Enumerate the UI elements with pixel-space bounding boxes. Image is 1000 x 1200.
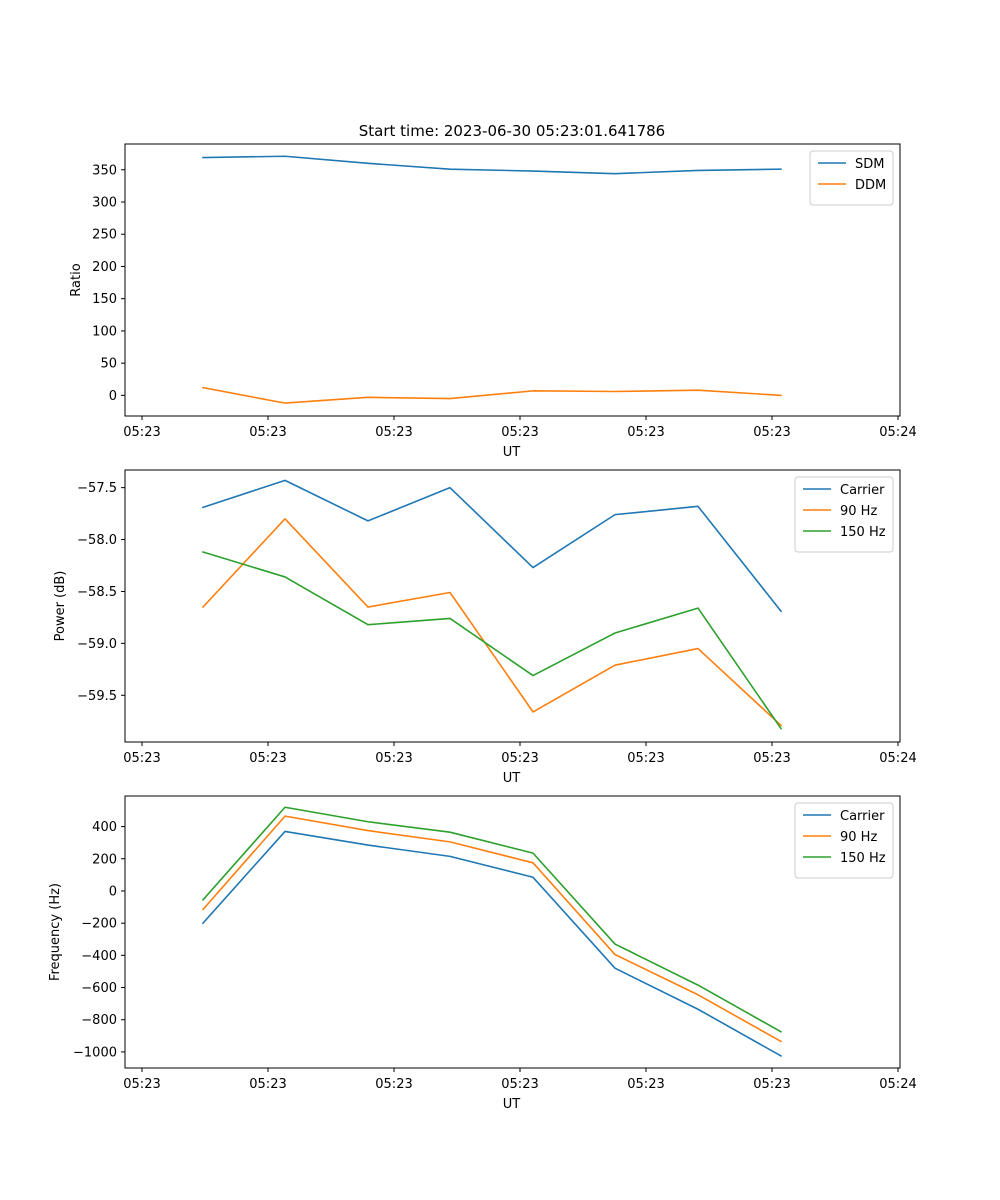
power-legend-box xyxy=(794,476,894,553)
ratio-y-tick-label: 250 xyxy=(92,228,117,243)
frequency-plot-panel: 05:23 05:23 05:23 05:23 05:23 05:23 05:24 −1000… xyxy=(48,795,917,1112)
power-series-line-150-hz xyxy=(202,551,783,730)
power-axes-frame xyxy=(124,469,901,743)
power-legend-label: 90 Hz xyxy=(840,504,877,519)
power-x-tick-label: 05:24 xyxy=(879,751,916,766)
power-series-line-90-hz xyxy=(201,517,783,727)
frequency-x-tick-label: 05:24 xyxy=(879,1077,916,1092)
frequency-legend-box xyxy=(794,802,894,879)
power-y-tick-label: −58.5 xyxy=(77,585,117,600)
frequency-legend-label: 90 Hz xyxy=(840,830,877,845)
frequency-series-line-150-hz xyxy=(201,806,783,1033)
ratio-y-tick-label: 150 xyxy=(92,292,117,307)
power-x-tick-label: 05:23 xyxy=(753,751,790,766)
ratio-legend-label: DDM xyxy=(855,178,886,193)
frequency-x-tick-label: 05:23 xyxy=(375,1077,412,1092)
frequency-y-tick-label: −600 xyxy=(81,981,117,996)
power-y-tick-label: −58.0 xyxy=(77,533,117,548)
frequency-y-tick-label: 400 xyxy=(92,820,117,835)
ratio-legend-box xyxy=(809,150,894,206)
ratio-x-tick-label: 05:23 xyxy=(123,425,160,440)
frequency-y-tick-label: −1000 xyxy=(73,1045,117,1060)
power-x-tick-label: 05:23 xyxy=(501,751,538,766)
ratio-y-tick-label: 300 xyxy=(92,196,117,211)
power-x-axis-label: UT xyxy=(503,771,521,786)
frequency-y-tick-label: 200 xyxy=(92,852,117,867)
ratio-plot-panel: 05:23 05:23 05:23 05:23 05:23 05:23 05:24 0 50 10… xyxy=(69,143,917,460)
ratio-x-tick-label: 05:23 xyxy=(375,425,412,440)
ratio-x-tick-label: 05:23 xyxy=(501,425,538,440)
frequency-y-axis-label: Frequency (Hz) xyxy=(48,883,63,981)
frequency-y-tick-label: 0 xyxy=(109,884,117,899)
frequency-x-tick-label: 05:23 xyxy=(627,1077,664,1092)
ratio-x-tick-label: 05:23 xyxy=(753,425,790,440)
frequency-legend-label: Carrier xyxy=(840,809,885,824)
ratio-y-tick-label: 0 xyxy=(109,389,117,404)
power-legend-label: Carrier xyxy=(840,483,885,498)
ratio-x-tick-label: 05:23 xyxy=(627,425,664,440)
power-y-tick-label: −59.5 xyxy=(77,689,117,704)
ratio-legend: SDM DDM xyxy=(809,150,894,206)
frequency-axes-frame xyxy=(124,795,901,1069)
power-y-tick-label: −57.5 xyxy=(77,481,117,496)
frequency-x-tick-label: 05:23 xyxy=(753,1077,790,1092)
figure-title: Start time: 2023-06-30 05:23:01.641786 xyxy=(359,122,665,140)
power-x-tick-label: 05:23 xyxy=(375,751,412,766)
frequency-series-line-90-hz xyxy=(201,815,783,1043)
frequency-y-tick-label: −800 xyxy=(81,1013,117,1028)
ratio-y-tick-label: 350 xyxy=(92,163,117,178)
frequency-series-line-carrier xyxy=(201,830,783,1058)
frequency-x-tick-label: 05:23 xyxy=(123,1077,160,1092)
frequency-y-tick-label: −400 xyxy=(81,949,117,964)
frequency-x-tick-label: 05:23 xyxy=(501,1077,538,1092)
power-y-tick-label: −59.0 xyxy=(77,637,117,652)
ratio-x-tick-label: 05:24 xyxy=(879,425,916,440)
power-y-axis-label: Power (dB) xyxy=(53,571,68,642)
ratio-y-axis-label: Ratio xyxy=(69,263,84,296)
frequency-legend: Carrier 90 Hz 150 Hz xyxy=(794,802,894,879)
power-legend: Carrier 90 Hz 150 Hz xyxy=(794,476,894,553)
ratio-x-axis-label: UT xyxy=(503,445,521,460)
ratio-y-tick-label: 200 xyxy=(92,260,117,275)
ratio-x-tick-label: 05:23 xyxy=(249,425,286,440)
power-x-tick-label: 05:23 xyxy=(627,751,664,766)
ratio-axes-frame xyxy=(124,143,901,417)
ratio-y-tick-label: 100 xyxy=(92,324,117,339)
power-series-line-carrier xyxy=(201,479,783,613)
frequency-x-tick-label: 05:23 xyxy=(249,1077,286,1092)
frequency-x-axis-label: UT xyxy=(503,1097,521,1112)
frequency-y-tick-label: −200 xyxy=(81,917,117,932)
ratio-legend-label: SDM xyxy=(855,157,884,172)
power-plot-panel: 05:23 05:23 05:23 05:23 05:23 05:23 05:24 −59.5… xyxy=(53,469,917,786)
power-x-tick-label: 05:23 xyxy=(123,751,160,766)
power-legend-label: 150 Hz xyxy=(840,525,886,540)
ratio-series-line-sdm xyxy=(202,155,782,175)
ratio-series-line-ddm xyxy=(202,386,782,404)
power-x-tick-label: 05:23 xyxy=(249,751,286,766)
ratio-y-tick-label: 50 xyxy=(100,357,117,372)
frequency-legend-label: 150 Hz xyxy=(840,851,886,866)
